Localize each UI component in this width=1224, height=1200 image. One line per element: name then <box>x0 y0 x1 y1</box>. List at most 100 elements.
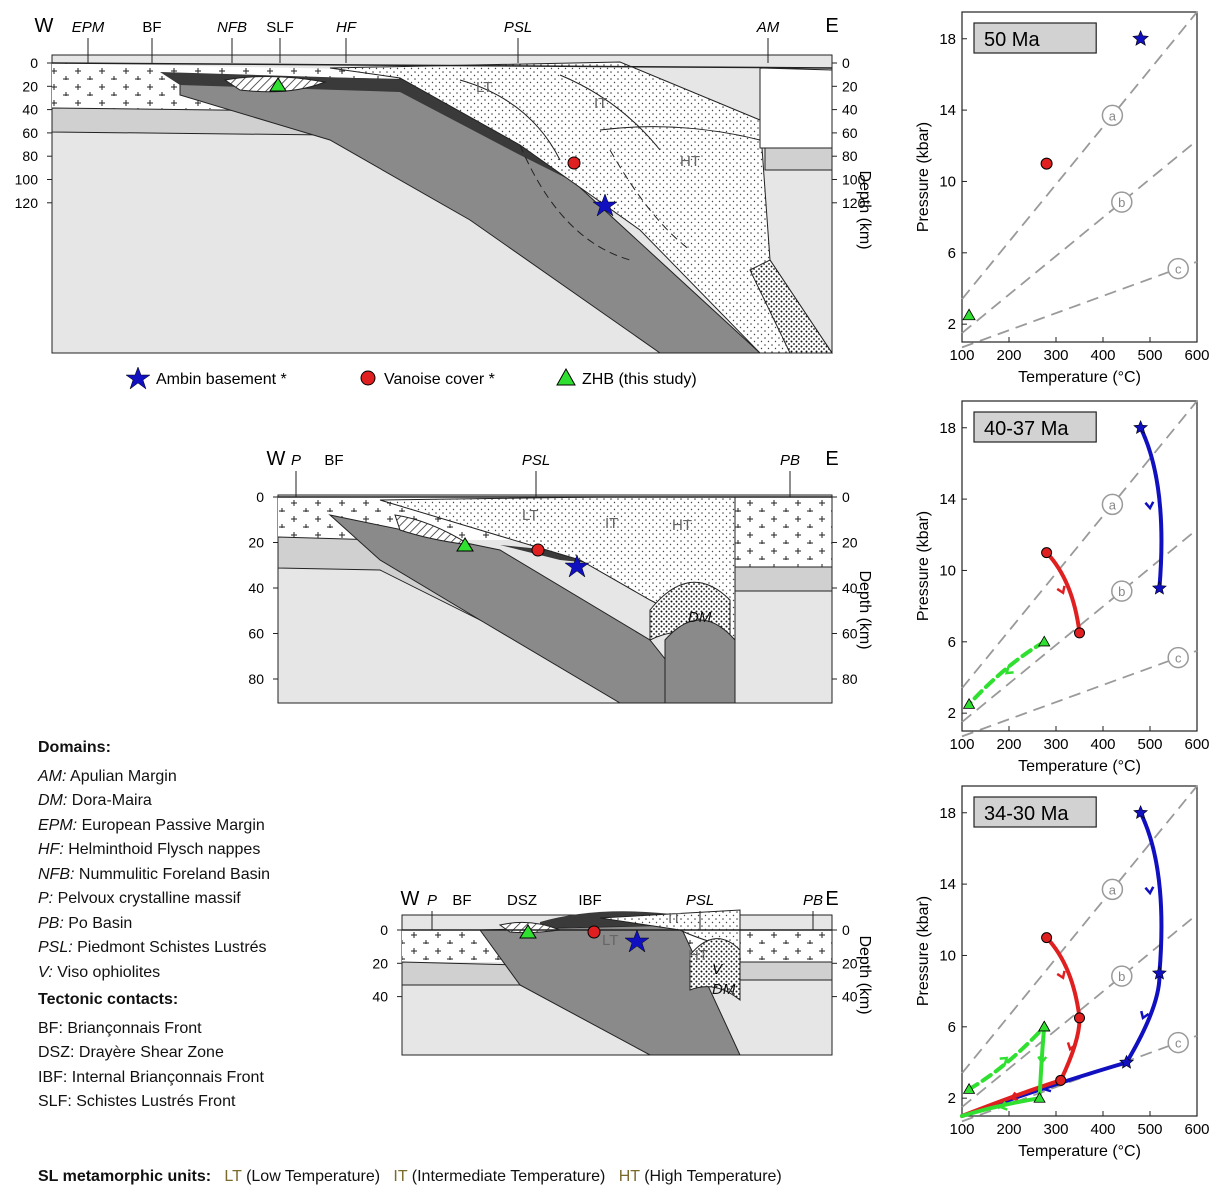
geotherm-badge <box>1111 191 1133 213</box>
y-tick-label: 2 <box>948 1090 956 1107</box>
domain-item: V: Viso ophiolites <box>38 961 270 986</box>
pt-plot-frame <box>961 400 1198 732</box>
depth-axis-label: Depth (km) <box>856 570 873 649</box>
depth-tick-right: 120 <box>842 195 866 211</box>
pt-arrowhead <box>1056 585 1066 595</box>
geotherm-badge <box>1101 878 1124 901</box>
section-top-label: P <box>291 452 301 469</box>
y-tick-label: 14 <box>939 491 956 508</box>
contacts-legend: Tectonic contacts: BF: Briançonnais Fron… <box>38 988 264 1115</box>
depth-tick-left: 80 <box>22 148 38 164</box>
domain-name: European Passive Margin <box>77 816 265 834</box>
domain-item: PSL: Piedmont Schistes Lustrés <box>38 936 270 961</box>
section-top-label: NFB <box>217 19 247 36</box>
pt-path <box>1044 550 1082 635</box>
domain-name: Pelvoux crystalline massif <box>53 890 241 907</box>
contact-item: SLF: Schistes Lustrés Front <box>38 1093 236 1110</box>
unit-lt-code: LT <box>224 1168 242 1185</box>
section-top-label: E <box>825 15 838 37</box>
geotherm-badge <box>1167 1031 1189 1054</box>
domain-name: Po Basin <box>63 914 133 932</box>
section-50ma <box>51 54 833 354</box>
x-tick-label: 500 <box>1137 736 1162 753</box>
pt-arrowhead <box>1056 970 1066 980</box>
depth-tick-right: 80 <box>842 148 858 164</box>
unit-label: HT <box>680 153 700 170</box>
domain-item: HF: Helminthoid Flysch nappes <box>38 838 270 863</box>
contact-item: BF: Briançonnais Front <box>38 1019 202 1037</box>
geotherm-label: a <box>1109 108 1117 123</box>
pt-arrowhead <box>1009 1091 1019 1102</box>
age-label: 34-30 Ma <box>984 803 1069 825</box>
domain-code: HF: <box>38 841 64 858</box>
x-tick-label: 400 <box>1090 1121 1115 1138</box>
x-tick-label: 100 <box>949 736 974 753</box>
pt-arrowhead <box>1144 501 1155 511</box>
domain-name: Piedmont Schistes Lustrés <box>72 939 267 956</box>
domain-name: Viso ophiolites <box>52 963 161 981</box>
pt-point-star <box>1133 805 1149 820</box>
domain-item: EPM: European Passive Margin <box>38 814 270 839</box>
x-tick-label: 200 <box>996 347 1021 364</box>
section-top-label: HF <box>336 19 357 36</box>
depth-tick-right: 0 <box>842 922 850 938</box>
pt-point-star <box>1132 30 1149 46</box>
depth-tick-right: 20 <box>842 955 858 971</box>
ambin-legend-star <box>125 366 151 390</box>
age-box <box>973 22 1097 54</box>
x-tick-label: 600 <box>1184 1121 1209 1138</box>
age-box <box>973 411 1097 443</box>
pt-arrowhead <box>1066 1042 1077 1052</box>
geotherm-line <box>961 400 1198 689</box>
pt-arrowhead <box>998 1101 1008 1111</box>
domain-code: EPM: <box>38 816 78 834</box>
x-tick-label: 200 <box>996 736 1021 753</box>
depth-tick-left: 40 <box>22 102 38 118</box>
pt-plot: a b c 100 200 300 400 500 600 2 6 10 14 18 Temperature… <box>915 785 1210 1160</box>
contacts-list: BF: Briançonnais Front DSZ: Drayère Shear… <box>38 1017 264 1115</box>
depth-tick-left: 100 <box>15 172 39 188</box>
pt-point-circle <box>1055 1074 1067 1086</box>
pt-arrowhead <box>1144 886 1155 896</box>
geotherm-line <box>961 139 1198 334</box>
unit-label: LT <box>522 507 538 524</box>
x-tick-label: 100 <box>949 347 974 364</box>
pt-arrowhead <box>1004 665 1014 675</box>
age-label: 50 Ma <box>984 29 1040 51</box>
unit-it-code: IT <box>393 1168 408 1185</box>
x-tick-label: 500 <box>1137 347 1162 364</box>
y-tick-label: 6 <box>948 1019 956 1036</box>
depth-tick-right: 40 <box>842 580 858 596</box>
geotherm-badge <box>1167 257 1189 280</box>
depth-tick-left: 40 <box>248 580 264 596</box>
zhb-legend-label: ZHB (this study) <box>582 371 697 388</box>
depth-tick-right: 20 <box>842 78 858 94</box>
section-top-label: AM <box>756 19 780 36</box>
ambin-star <box>564 554 590 578</box>
section-top-label: BF <box>452 892 471 909</box>
section-text-layer: 0 0 20 20 40 40 60 60 80 80 100 100 120 120 W EPM BF NFB S… <box>15 15 873 1015</box>
y-tick-label: 6 <box>948 245 956 262</box>
vanoise-circle <box>587 925 601 939</box>
geotherm-label: b <box>1118 584 1125 599</box>
geotherm-line <box>961 649 1198 738</box>
y-tick-label: 2 <box>948 316 956 333</box>
units-heading: SL metamorphic units: <box>38 1168 212 1185</box>
pt-path <box>967 1024 1047 1092</box>
depth-tick-left: 0 <box>380 922 388 938</box>
marker-legend <box>125 366 576 390</box>
domains-legend: Domains: AM: Apulian Margin DM: Dora-Mair… <box>38 736 270 985</box>
contacts-heading: Tectonic contacts: <box>38 991 179 1008</box>
pt-plot-frame <box>961 11 1198 343</box>
domain-item: PB: Po Basin <box>38 912 270 937</box>
depth-tick-left: 20 <box>248 535 264 551</box>
section-34ma <box>401 909 833 1056</box>
y-tick-label: 10 <box>939 562 956 579</box>
section-top-label: PB <box>803 892 823 909</box>
geotherm-line <box>961 528 1198 723</box>
x-tick-label: 200 <box>996 1121 1021 1138</box>
y-tick-label: 18 <box>939 805 956 822</box>
pt-arrowhead <box>1037 1055 1048 1065</box>
y-tick-label: 2 <box>948 705 956 722</box>
